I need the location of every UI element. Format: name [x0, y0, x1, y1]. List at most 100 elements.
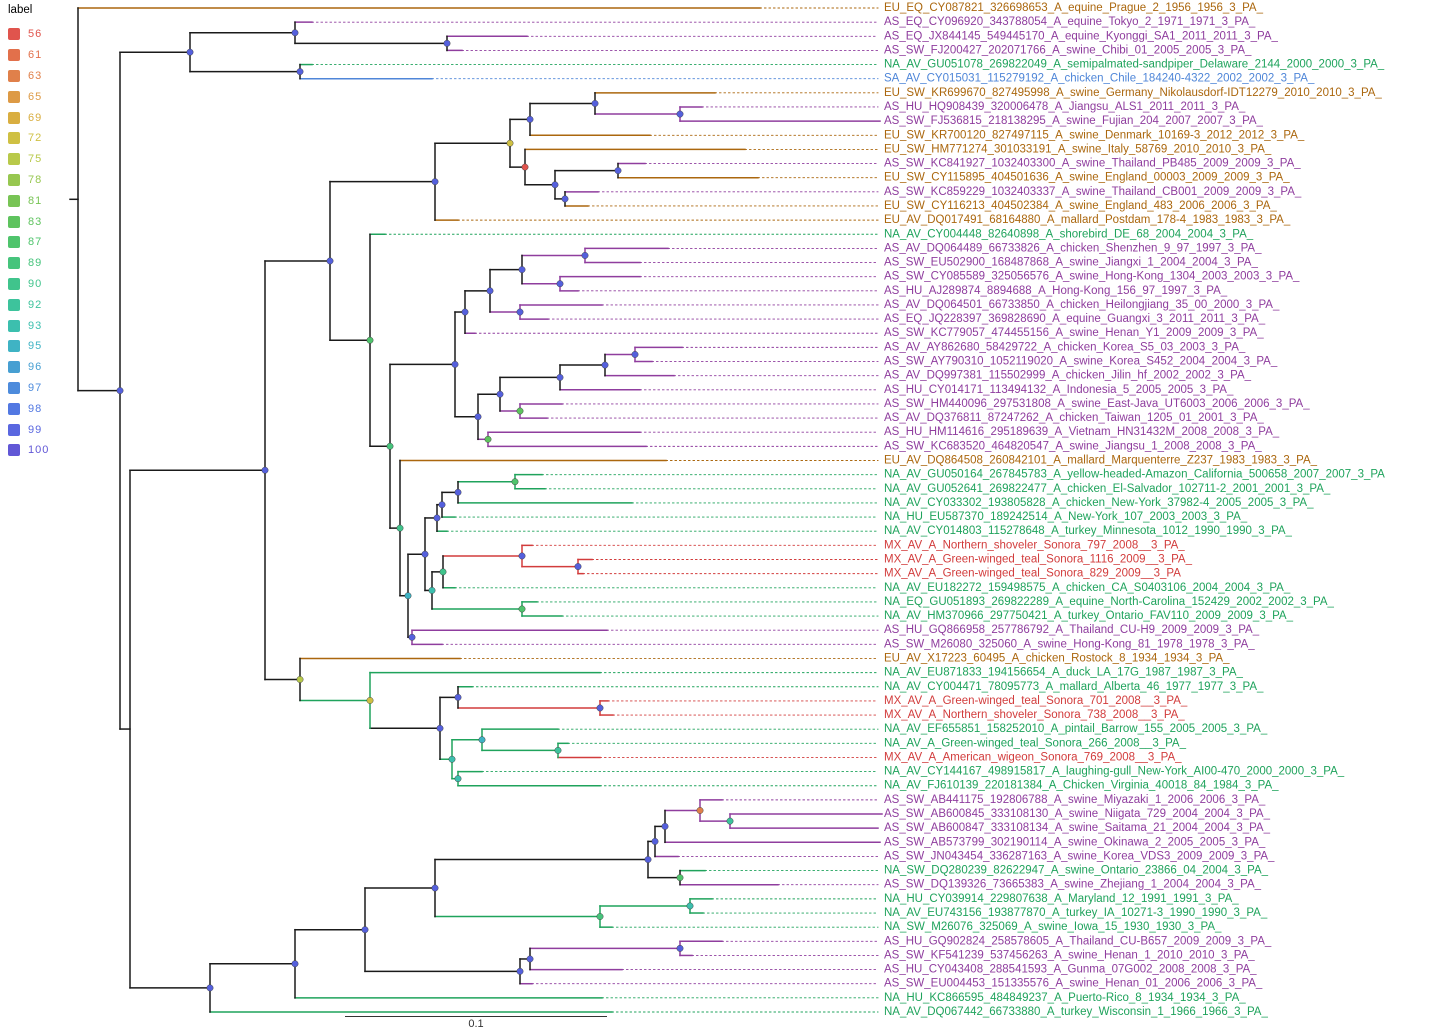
legend-item: 99: [8, 419, 49, 440]
internal-node-bootstrap-circle: [676, 110, 684, 118]
tip-label: AS_HU_HQ908439_320006478_A_Jiangsu_ALS1_…: [884, 101, 1246, 113]
legend-item: 100: [8, 440, 49, 461]
internal-node-bootstrap-circle: [596, 704, 604, 712]
tip-label: AS_SW_KC859229_1032403337_A_swine_Thaila…: [884, 186, 1302, 198]
tip-label: AS_SW_KF541239_537456263_A_swine_Henan_1…: [884, 949, 1255, 961]
internal-node-bootstrap-circle: [484, 435, 492, 443]
legend-swatch: [8, 173, 20, 186]
internal-node-bootstrap-circle: [554, 746, 562, 754]
legend-value: 98: [28, 402, 43, 415]
internal-node-bootstrap-circle: [676, 944, 684, 952]
tip-label: EU_SW_KR700120_827497115_A_swine_Denmark…: [884, 129, 1305, 141]
legend-title: label: [8, 4, 33, 16]
tip-label: MX_AV_A_Northern_shoveler_Sonora_797_200…: [884, 539, 1185, 551]
legend-swatch: [8, 69, 20, 82]
tip-label: AS_SW_AB600847_333108134_A_swine_Saitama…: [884, 822, 1271, 834]
legend-swatch: [8, 444, 20, 457]
legend-value: 96: [28, 361, 43, 374]
legend-item: 81: [8, 190, 49, 211]
legend-value: 87: [28, 236, 43, 249]
internal-node-bootstrap-circle: [516, 407, 524, 415]
internal-node-bootstrap-circle: [474, 413, 482, 421]
internal-node-bootstrap-circle: [696, 807, 704, 814]
tip-label: AS_SW_JN043454_336287163_A_swine_Korea_V…: [884, 850, 1275, 862]
legend-swatch: [8, 319, 20, 332]
tip-label: NA_EQ_GU051893_269822289_A_equine_North-…: [884, 596, 1335, 608]
internal-node-bootstrap-circle: [326, 257, 334, 265]
internal-node-bootstrap-circle: [506, 139, 514, 147]
internal-node-bootstrap-circle: [291, 29, 299, 37]
internal-node-bootstrap-circle: [581, 252, 589, 259]
internal-node-bootstrap-circle: [478, 736, 486, 744]
internal-node-bootstrap-circle: [439, 568, 447, 576]
internal-node-bootstrap-circle: [408, 633, 416, 641]
tip-label: MX_AV_A_Green-winged_teal_Sonora_701_200…: [884, 695, 1188, 707]
internal-node-bootstrap-circle: [676, 874, 684, 882]
tip-label: EU_AV_DQ017491_68164880_A_mallard_Postda…: [884, 214, 1291, 226]
legend-swatch: [8, 132, 20, 145]
legend-item: 92: [8, 294, 49, 315]
internal-node-bootstrap-circle: [438, 501, 446, 509]
tip-label: EU_SW_HM771274_301033191_A_swine_Italy_5…: [884, 143, 1272, 155]
internal-node-bootstrap-circle: [591, 100, 599, 107]
legend-value: 92: [28, 298, 43, 311]
legend-swatch: [8, 381, 20, 394]
tip-label: NA_AV_GU050164_267845783_A_yellow-headed…: [884, 469, 1385, 481]
tip-label: EU_SW_CY116213_404502384_A_swine_England…: [884, 200, 1277, 212]
legend-swatch: [8, 423, 20, 436]
tip-label: NA_AV_EU743156_193877870_A_turkey_IA_102…: [884, 907, 1268, 919]
tip-label: EU_EQ_CY087821_326698653_A_equine_Prague…: [884, 2, 1264, 14]
internal-node-bootstrap-circle: [631, 351, 639, 358]
tip-label: EU_AV_X17223_60495_A_chicken_Rostock_8_1…: [884, 652, 1230, 664]
tip-label: NA_AV_FJ610139_220181384_A_Chicken_Virgi…: [884, 780, 1279, 792]
tip-label: NA_AV_CY033302_193805828_A_chicken_New-Y…: [884, 497, 1314, 509]
legend-swatch: [8, 340, 20, 353]
legend-value: 78: [28, 173, 43, 186]
internal-node-bootstrap-circle: [518, 552, 526, 560]
internal-node-bootstrap-circle: [556, 280, 564, 288]
scale-bar: [345, 1016, 607, 1017]
legend-swatch: [8, 215, 20, 228]
legend-value: 81: [28, 194, 43, 207]
tip-label: AS_AV_DQ997381_115502999_A_chicken_Jilin…: [884, 370, 1252, 382]
internal-node-bootstrap-circle: [518, 605, 526, 613]
legend-item: 93: [8, 315, 49, 336]
internal-node-bootstrap-circle: [431, 178, 439, 186]
tip-label: AS_EQ_JX844145_549445170_A_equine_Kyongg…: [884, 30, 1279, 42]
internal-node-bootstrap-circle: [551, 181, 559, 189]
tip-label: NA_AV_GU051078_269822049_A_semipalmated-…: [884, 59, 1385, 71]
internal-node-bootstrap-circle: [431, 884, 439, 892]
tip-label: NA_HU_CY039914_229807638_A_Maryland_12_1…: [884, 893, 1239, 905]
tip-label: EU_SW_CY115895_404501636_A_swine_England…: [884, 172, 1290, 184]
internal-node-bootstrap-circle: [614, 167, 622, 175]
legend-value: 93: [28, 319, 43, 332]
tip-label: AS_EQ_CY096920_343788054_A_equine_Tokyo_…: [884, 16, 1256, 28]
legend-item: 87: [8, 232, 49, 253]
internal-node-bootstrap-circle: [518, 266, 526, 274]
legend-item: 90: [8, 274, 49, 295]
internal-node-bootstrap-circle: [574, 563, 582, 571]
tip-label: AS_SW_KC841927_1032403300_A_swine_Thaila…: [884, 158, 1301, 170]
internal-node-bootstrap-circle: [596, 913, 604, 920]
legend-value: 99: [28, 423, 43, 436]
internal-node-bootstrap-circle: [421, 550, 429, 558]
tip-label: AS_SW_AB573799_302190114_A_swine_Okinawa…: [884, 836, 1266, 848]
internal-node-bootstrap-circle: [496, 390, 504, 398]
tip-label: NA_AV_A_Green-winged_teal_Sonora_266_200…: [884, 737, 1187, 749]
tip-label: NA_AV_HM370966_297750421_A_turkey_Ontari…: [884, 610, 1294, 622]
internal-node-bootstrap-circle: [516, 967, 524, 975]
internal-node-bootstrap-circle: [433, 514, 441, 522]
tip-label: AS_HU_AJ289874_8894688_A_Hong-Kong_156_9…: [884, 285, 1228, 297]
internal-node-bootstrap-circle: [206, 984, 214, 992]
legend-swatch: [8, 28, 20, 41]
internal-node-bootstrap-circle: [404, 592, 412, 600]
tip-label: AS_SW_KC683520_464820547_A_swine_Jiangsu…: [884, 440, 1262, 452]
internal-node-bootstrap-circle: [486, 287, 494, 295]
tip-label: NA_HU_EU587370_189242514_A_New-York_107_…: [884, 511, 1248, 523]
tip-label: EU_AV_DQ864508_260842101_A_mallard_Marqu…: [884, 455, 1318, 467]
internal-node-bootstrap-circle: [296, 676, 304, 683]
tip-label: NA_AV_EU182272_159498575_A_chicken_CA_S0…: [884, 582, 1291, 594]
internal-node-bootstrap-circle: [366, 697, 374, 704]
legend-value: 56: [28, 28, 43, 41]
